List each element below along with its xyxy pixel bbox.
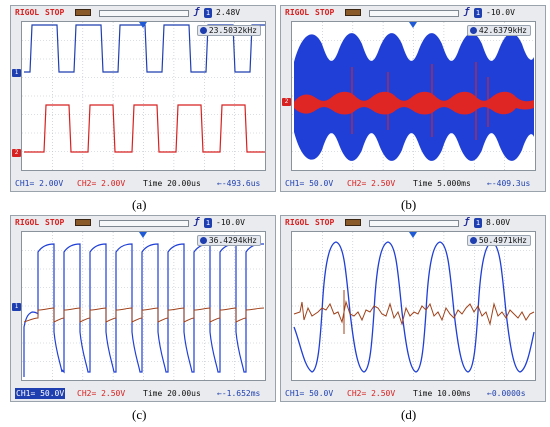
trigger-offset: ←0.0000s <box>487 389 526 398</box>
frequency-counter-icon <box>199 237 207 244</box>
timebase: Time 10.00ms <box>413 389 471 398</box>
waveform-svg <box>292 22 535 170</box>
frequency-value: 50.4971kHz <box>478 236 527 245</box>
top-status-bar: RIGOL STOP ƒ 1 8.00V <box>281 216 545 231</box>
ch1-ground-marker: 1 <box>12 69 21 77</box>
caption-b: (b) <box>401 197 417 212</box>
trigger-edge-icon: ƒ <box>194 217 200 227</box>
ch2-ground-marker: 2 <box>12 149 21 157</box>
trigger-position-marker <box>409 232 417 238</box>
bottom-status-bar: CH1= 50.0V CH2= 2.50V Time 20.00us ←-1.6… <box>11 386 275 401</box>
memory-overview-bar <box>369 10 459 17</box>
ch1-scale: CH1= 50.0V <box>15 388 66 399</box>
frequency-counter-icon <box>469 27 477 34</box>
ch1-scale: CH1= 50.0V <box>285 179 334 188</box>
ch2-ground-marker: 2 <box>282 98 291 106</box>
bottom-status-bar: CH1= 50.0V CH2= 2.50V Time 10.00ms ←0.00… <box>281 386 545 401</box>
grid <box>22 22 265 170</box>
ch2-spikes <box>351 62 489 140</box>
frequency-readout: 36.4294kHz <box>196 235 261 246</box>
trigger-edge-icon: ƒ <box>464 217 470 227</box>
waveform-svg <box>22 232 265 380</box>
timebase: Time 20.00us <box>143 389 201 398</box>
waveform-display: 42.6379kHz <box>291 21 536 171</box>
trigger-offset: ←-409.3us <box>487 179 531 188</box>
trigger-position-marker <box>139 22 147 28</box>
run-state-label: STOP <box>315 8 335 17</box>
trigger-level: 2.48V <box>216 8 241 17</box>
ch2-trace <box>293 300 535 326</box>
waveform-display: 50.4971kHz <box>291 231 536 381</box>
waveform-display: 23.5032kHz <box>21 21 266 171</box>
ch2-envelope <box>294 91 534 115</box>
top-status-bar: RIGOL STOP ƒ 1 -10.0V <box>281 6 545 21</box>
battery-icon <box>75 9 91 16</box>
trigger-position-marker <box>139 232 147 238</box>
memory-overview-bar <box>99 10 189 17</box>
caption-d: (d) <box>401 407 417 422</box>
ch2-trace <box>23 307 265 323</box>
trigger-edge-icon: ƒ <box>194 7 200 17</box>
battery-icon <box>345 9 361 16</box>
trigger-level: -10.0V <box>216 218 245 227</box>
battery-icon <box>75 219 91 226</box>
ch1-trace <box>23 243 264 377</box>
brand-label: RIGOL <box>285 8 310 17</box>
trigger-level: -10.0V <box>486 8 515 17</box>
battery-icon <box>345 219 361 226</box>
waveform-display: 36.4294kHz <box>21 231 266 381</box>
scope-panel-b: RIGOL STOP ƒ 1 -10.0V 42.6379kHz 2 CH1= … <box>280 5 546 192</box>
ch1-trace <box>293 241 535 373</box>
caption-c: (c) <box>132 407 147 422</box>
brand-label: RIGOL <box>15 8 40 17</box>
ch1-scale: CH1= 50.0V <box>285 389 334 398</box>
bottom-status-bar: CH1= 2.00V CH2= 2.00V Time 20.00us ←-493… <box>11 176 275 191</box>
ch2-scale: CH2= 2.50V <box>77 389 126 398</box>
ch1-scale: CH1= 2.00V <box>15 179 64 188</box>
ch2-scale: CH2= 2.00V <box>77 179 126 188</box>
trigger-position-marker <box>409 22 417 28</box>
brand-label: RIGOL <box>285 218 310 227</box>
timebase: Time 20.00us <box>143 179 201 188</box>
trigger-coupling-icon: 1 <box>204 8 212 18</box>
ch2-scale: CH2= 2.50V <box>347 179 396 188</box>
top-status-bar: RIGOL STOP ƒ 1 -10.0V <box>11 216 275 231</box>
frequency-counter-icon <box>199 27 207 34</box>
scope-panel-a: RIGOL STOP ƒ 1 2.48V 23.5032kHz 1 2 CH1=… <box>10 5 276 192</box>
frequency-value: 23.5032kHz <box>208 26 257 35</box>
frequency-counter-icon <box>469 237 477 244</box>
memory-overview-bar <box>369 220 459 227</box>
trigger-coupling-icon: 1 <box>204 218 212 228</box>
caption-a: (a) <box>132 197 147 212</box>
waveform-svg <box>292 232 535 380</box>
trigger-offset: ←-1.652ms <box>217 389 261 398</box>
frequency-readout: 50.4971kHz <box>466 235 531 246</box>
run-state-label: STOP <box>315 218 335 227</box>
scope-panel-c: RIGOL STOP ƒ 1 -10.0V 36.4294kHz 1 CH1= … <box>10 215 276 402</box>
ch1-ground-marker: 1 <box>12 303 21 311</box>
bottom-status-bar: CH1= 50.0V CH2= 2.50V Time 5.000ms ←-409… <box>281 176 545 191</box>
trigger-coupling-icon: 1 <box>474 218 482 228</box>
run-state-label: STOP <box>45 8 65 17</box>
waveform-svg <box>22 22 265 170</box>
grid <box>22 232 265 380</box>
trigger-edge-icon: ƒ <box>464 7 470 17</box>
frequency-readout: 42.6379kHz <box>466 25 531 36</box>
frequency-value: 42.6379kHz <box>478 26 527 35</box>
run-state-label: STOP <box>45 218 65 227</box>
trigger-offset: ←-493.6us <box>217 179 261 188</box>
ch2-trace <box>24 104 265 153</box>
brand-label: RIGOL <box>15 218 40 227</box>
trigger-level: 8.00V <box>486 218 511 227</box>
trigger-coupling-icon: 1 <box>474 8 482 18</box>
timebase: Time 5.000ms <box>413 179 471 188</box>
frequency-value: 36.4294kHz <box>208 236 257 245</box>
scope-panel-d: RIGOL STOP ƒ 1 8.00V 50.4971kHz CH1= 50.… <box>280 215 546 402</box>
frequency-readout: 23.5032kHz <box>196 25 261 36</box>
memory-overview-bar <box>99 220 189 227</box>
ch2-scale: CH2= 2.50V <box>347 389 396 398</box>
top-status-bar: RIGOL STOP ƒ 1 2.48V <box>11 6 275 21</box>
